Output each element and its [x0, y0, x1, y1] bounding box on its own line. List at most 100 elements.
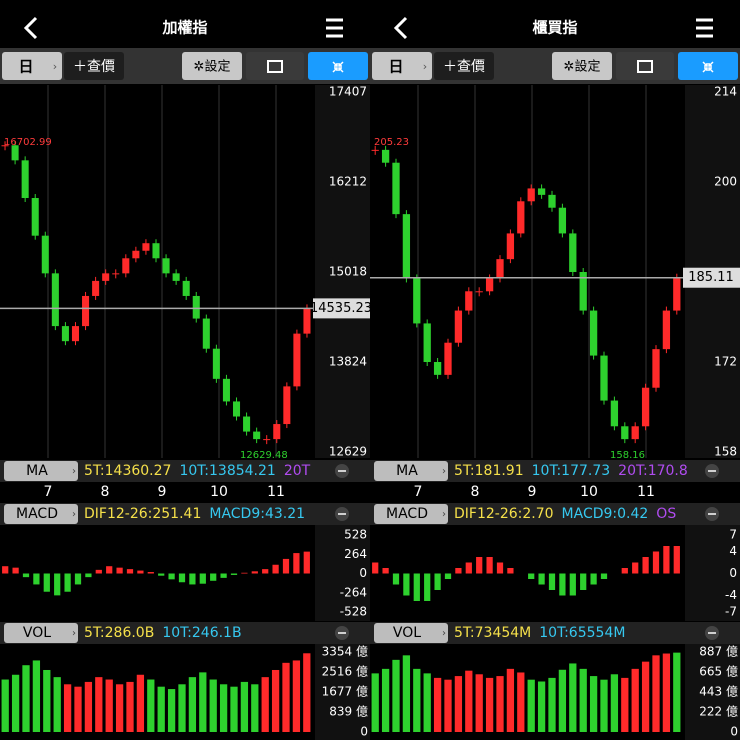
macd-bar: [580, 573, 587, 590]
month-label: 11: [637, 484, 655, 500]
macd-axis: [315, 525, 370, 621]
candle: [71, 326, 80, 342]
candle: [243, 416, 251, 432]
macd-bar: [559, 573, 566, 596]
indicator-button[interactable]: [374, 504, 448, 524]
indicator-button[interactable]: [4, 461, 78, 481]
fullscreen-button[interactable]: [678, 52, 738, 80]
volume-bar: [105, 679, 113, 732]
macd-bar: [507, 568, 514, 574]
macd-bar: [251, 571, 258, 574]
volume-bar: [1, 679, 9, 732]
settings-button[interactable]: [182, 52, 242, 80]
indicator-button[interactable]: [4, 623, 78, 643]
layout-icon: [637, 60, 653, 73]
volume-bar: [454, 676, 463, 732]
price-tick-label: 12629: [329, 445, 367, 459]
volume-bar: [271, 669, 280, 732]
volume-bar: [126, 681, 134, 732]
macd-bar: [95, 569, 102, 574]
fullscreen-button[interactable]: [308, 52, 368, 80]
candle: [402, 214, 411, 279]
indicator-value: 5T:73454M: [454, 625, 531, 641]
month-label: 8: [101, 484, 110, 500]
candle: [122, 258, 130, 274]
candle: [293, 333, 301, 387]
month-label: 9: [528, 484, 537, 500]
menu-icon[interactable]: [696, 34, 713, 38]
period-button[interactable]: [2, 52, 62, 80]
candle: [232, 401, 241, 417]
menu-icon[interactable]: [696, 18, 713, 22]
candle: [641, 387, 650, 427]
month-label: 10: [580, 484, 598, 500]
indicator-button[interactable]: [374, 623, 448, 643]
candle: [172, 273, 180, 281]
volume-axis: [685, 644, 740, 740]
candle: [132, 250, 140, 259]
macd-tick-label: 7: [729, 528, 737, 542]
volume-tick-label: 887 億: [699, 645, 738, 659]
candle: [142, 243, 150, 251]
macd-bar: [382, 568, 389, 574]
period-button[interactable]: [372, 52, 432, 80]
volume-bar: [178, 684, 186, 732]
volume-bar: [63, 684, 72, 732]
indicator-button[interactable]: [374, 461, 448, 481]
candle: [475, 291, 483, 293]
period-arrow: ›: [53, 60, 57, 73]
indicator-bar: [0, 622, 370, 644]
macd-tick-label: 264: [344, 547, 367, 561]
macd-bar: [548, 573, 556, 590]
price-tick-label: 15018: [329, 265, 367, 279]
volume-bar: [11, 674, 20, 732]
back-button[interactable]: [23, 16, 38, 40]
volume-bar: [631, 668, 639, 732]
volume-bar: [199, 672, 207, 732]
indicator-value: 10T:13854.21: [179, 463, 275, 479]
current-price-box: [683, 267, 740, 288]
volume-bar: [22, 665, 30, 732]
macd-bar: [652, 551, 660, 574]
volume-bar: [569, 663, 577, 732]
layout-button[interactable]: [246, 52, 304, 80]
indicator-arrow: ›: [442, 628, 446, 639]
macd-bar: [158, 573, 165, 576]
volume-tick-label: 839 億: [329, 704, 368, 718]
menu-icon[interactable]: [326, 26, 343, 30]
candle: [485, 278, 494, 292]
lookup-button[interactable]: [64, 52, 124, 80]
menu-icon[interactable]: [696, 26, 713, 30]
volume-tick-label: 1677 億: [322, 685, 368, 699]
lookup-button[interactable]: [434, 52, 494, 80]
macd-bar: [262, 569, 269, 574]
candle: [192, 295, 200, 319]
volume-bar: [95, 677, 103, 732]
volume-bar: [261, 677, 269, 732]
layout-button[interactable]: [616, 52, 674, 80]
candle: [253, 431, 261, 440]
macd-bar: [538, 573, 545, 585]
volume-bar: [147, 679, 155, 732]
back-button[interactable]: [393, 16, 408, 40]
settings-button[interactable]: [552, 52, 612, 80]
menu-icon[interactable]: [326, 34, 343, 38]
volume-tick-label: 2516 億: [322, 664, 368, 678]
macd-tick-label: -264: [340, 585, 367, 599]
volume-bar: [475, 674, 483, 732]
indicator-value: MACD9:43.21: [209, 506, 305, 522]
menu-icon[interactable]: [326, 18, 343, 22]
candle: [1, 145, 9, 147]
candle: [92, 280, 100, 296]
volume-bar: [527, 679, 535, 732]
indicator-bar: [0, 460, 370, 482]
macd-tick-label: -528: [340, 605, 367, 619]
volume-bar: [371, 673, 379, 732]
candle: [537, 188, 546, 195]
candle: [433, 362, 442, 375]
macd-bar: [54, 573, 61, 596]
macd-bar: [476, 557, 483, 574]
indicator-button[interactable]: [4, 504, 78, 524]
macd-bar: [673, 546, 680, 574]
